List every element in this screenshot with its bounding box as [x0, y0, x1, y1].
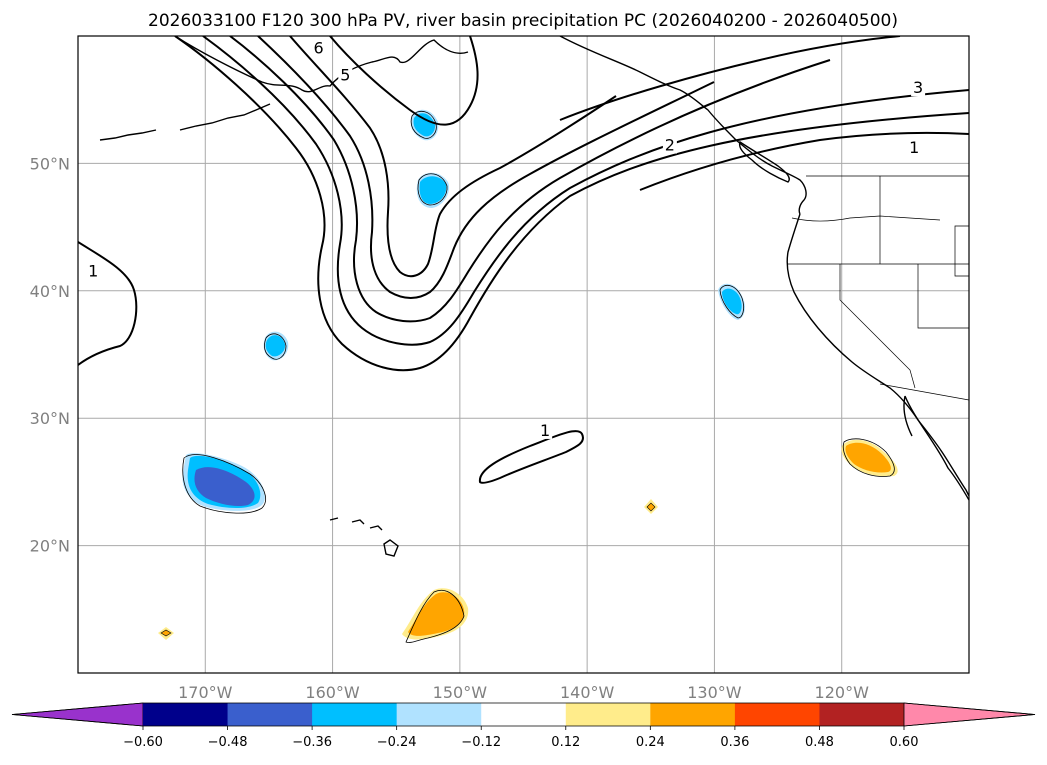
precip-pc-shading — [158, 109, 898, 643]
lon-tick-label: 140°W — [560, 683, 615, 702]
colorbar-extend-min — [11, 702, 144, 727]
baja-california — [903, 395, 969, 501]
colorbar-segment — [819, 703, 905, 726]
longitude-labels: 170°W 160°W 150°W 140°W 130°W 120°W — [178, 683, 869, 702]
colorbar-tick-label: −0.24 — [377, 735, 417, 750]
colorbar-tick-label: 0.48 — [805, 735, 834, 750]
map-background — [78, 36, 969, 673]
contour-label-halo — [86, 261, 101, 280]
lon-tick-label: 130°W — [687, 683, 742, 702]
colorbar-tick-label: −0.12 — [461, 735, 501, 750]
contour-label-halo — [311, 38, 326, 57]
colorbar-segment — [396, 703, 482, 726]
lon-tick-label: 150°W — [433, 683, 488, 702]
colorbar-tick-label: 0.60 — [890, 735, 919, 750]
negative-anomaly-gulf-of-alaska — [410, 109, 439, 141]
pv-contour-4 — [229, 36, 831, 323]
pv-contour-6 — [289, 36, 617, 278]
positive-anomaly-off-baja — [841, 438, 898, 477]
pv-contour-label: 3 — [913, 78, 923, 97]
pv-contour-label: 6 — [313, 39, 323, 58]
negative-anomaly-south-of-alaska — [416, 172, 450, 208]
pv-contour-ne — [559, 36, 901, 121]
colorbar-tick-label: 0.12 — [551, 735, 580, 750]
colorbar-segment — [650, 703, 736, 726]
figure-title: 2026033100 F120 300 hPa PV, river basin … — [148, 11, 898, 31]
contour-label-halo — [538, 420, 553, 439]
pv-contours — [78, 36, 969, 484]
pv-contour-label: 1 — [909, 138, 919, 157]
pv-contour-1-east — [639, 131, 969, 191]
hawaii-islands — [329, 517, 399, 557]
pv-contour-5 — [257, 36, 715, 299]
state-border-ca-nv — [839, 264, 916, 389]
lon-tick-label: 170°W — [178, 683, 233, 702]
negative-anomaly-west-of-hawaii — [263, 331, 289, 361]
pv-contour-2-trough-outer — [174, 36, 969, 372]
political-borders — [788, 175, 969, 401]
negative-anomaly-central-pacific — [182, 453, 266, 514]
pv-contour-1-central — [478, 430, 584, 484]
colorbar-tick-label: 0.24 — [636, 735, 665, 750]
colorbar-segment — [565, 703, 651, 726]
map-panel: 1 1 1 2 3 56 170°W 160°W 150°W 140°W 130°W 120°W 5… — [30, 35, 970, 702]
colorbar-tick-label: −0.60 — [123, 735, 163, 750]
lat-tick-label: 30°N — [30, 409, 70, 428]
contour-label-halo — [911, 78, 926, 97]
pv-contour-3 — [202, 36, 969, 346]
state-border-id — [879, 176, 969, 329]
colorbar: −0.60 −0.48 −0.36 −0.24 −0.12 0.12 0.24 0.36 0.4… — [11, 702, 1036, 750]
positive-anomaly-south-of-hawaii — [402, 588, 469, 643]
contour-label-halo — [662, 135, 677, 154]
lat-tick-label: 40°N — [30, 282, 70, 301]
pv-contour-labels: 1 1 1 2 3 56 — [86, 38, 926, 440]
state-border-misc — [954, 225, 969, 277]
colorbar-segment — [734, 703, 820, 726]
lon-tick-label: 160°W — [305, 683, 360, 702]
pv-contour-label: 1 — [540, 421, 550, 440]
map-frame — [77, 35, 970, 674]
colorbar-tick-label: −0.48 — [208, 735, 248, 750]
us-mexico-border — [879, 383, 969, 401]
colorbar-segment — [312, 703, 398, 726]
colorbar-segment — [481, 703, 567, 726]
colorbar-segment — [227, 703, 313, 726]
contour-label-halo — [907, 138, 922, 157]
colorbar-tick-label: 0.36 — [720, 735, 749, 750]
colorbar-tick-label: −0.36 — [292, 735, 332, 750]
us-west-coast — [786, 213, 969, 497]
gridlines — [78, 36, 969, 673]
negative-anomaly-off-oregon — [718, 283, 745, 320]
pv-contour-1-west — [78, 241, 138, 366]
latitude-labels: 50°N 40°N 30°N 20°N — [30, 154, 70, 555]
pv-contour-alaska-loop — [329, 36, 479, 126]
lat-tick-label: 20°N — [30, 537, 70, 556]
pv-contour-label: 2 — [665, 136, 675, 155]
colorbar-extend-max — [903, 702, 1036, 727]
pv-contour-label: 1 — [88, 262, 98, 281]
colorbar-segment — [143, 703, 229, 726]
positive-anomaly-small-dots — [158, 499, 658, 640]
state-border-wa-or — [791, 215, 941, 222]
aleutian-islands — [99, 103, 271, 141]
pv-contour-label: 5 — [340, 65, 350, 84]
lat-tick-label: 50°N — [30, 154, 70, 173]
lon-tick-label: 120°W — [815, 683, 870, 702]
contour-label-halo — [338, 65, 353, 84]
